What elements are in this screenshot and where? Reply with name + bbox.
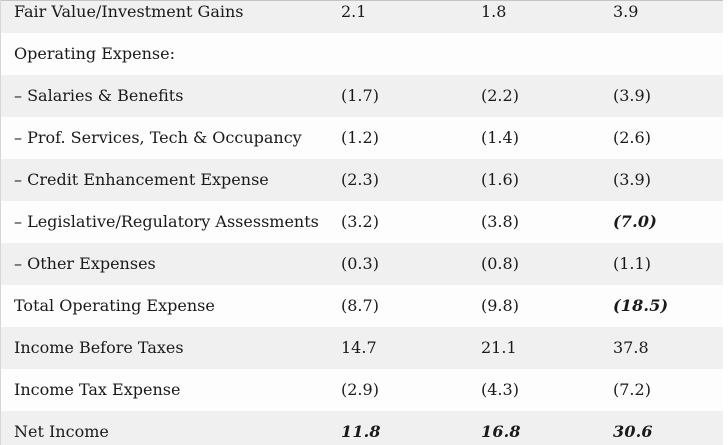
value-cell-col1: (8.7) [341,296,379,316]
value-cell-col2: (3.8) [481,212,519,232]
table-top-border [0,0,723,1]
row-label: – Other Expenses [14,254,156,274]
value-cell-col3: (3.9) [613,86,651,106]
value-cell-col2: 1.8 [481,2,507,22]
value-cell-col3: (2.6) [613,128,651,148]
row-label: Fair Value/Investment Gains [14,2,244,22]
value-cell-col2: (9.8) [481,296,519,316]
value-cell-col3: (7.2) [613,380,651,400]
value-cell-col3: (7.0) [613,212,657,232]
row-label: – Salaries & Benefits [14,86,184,106]
value-cell-col3: 37.8 [613,338,649,358]
table-row: – Credit Enhancement Expense (2.3) (1.6)… [1,159,723,201]
table-row: Income Before Taxes 14.7 21.1 37.8 [1,327,723,369]
value-cell-col1: 14.7 [341,338,377,358]
value-cell-col1: (2.3) [341,170,379,190]
row-label: Operating Expense: [14,44,175,64]
value-cell-col1: (2.9) [341,380,379,400]
value-cell-col3: 3.9 [613,2,639,22]
table-row: Income Tax Expense (2.9) (4.3) (7.2) [1,369,723,411]
row-label: – Credit Enhancement Expense [14,170,269,190]
value-cell-col2: 21.1 [481,338,517,358]
table-left-border [0,0,1,445]
value-cell-col1: (0.3) [341,254,379,274]
table-row: – Other Expenses (0.3) (0.8) (1.1) [1,243,723,285]
value-cell-col3: (18.5) [613,296,669,316]
row-label: – Legislative/Regulatory Assessments [14,212,319,232]
value-cell-col2: (2.2) [481,86,519,106]
table-row: Operating Expense: [1,33,723,75]
value-cell-col3: (1.1) [613,254,651,274]
value-cell-col1: (3.2) [341,212,379,232]
row-label: – Prof. Services, Tech & Occupancy [14,128,302,148]
value-cell-col3: 30.6 [613,422,653,442]
value-cell-col1: (1.2) [341,128,379,148]
value-cell-col2: (4.3) [481,380,519,400]
table-row: Net Income 11.8 16.8 30.6 [1,411,723,445]
table-row: Total Operating Expense (8.7) (9.8) (18.… [1,285,723,327]
table-row: – Salaries & Benefits (1.7) (2.2) (3.9) [1,75,723,117]
value-cell-col1: (1.7) [341,86,379,106]
table-row: Fair Value/Investment Gains 2.1 1.8 3.9 [1,0,723,33]
value-cell-col2: (0.8) [481,254,519,274]
value-cell-col2: (1.6) [481,170,519,190]
value-cell-col3: (3.9) [613,170,651,190]
row-label: Total Operating Expense [14,296,215,316]
row-label: Net Income [14,422,109,442]
value-cell-col1: 11.8 [341,422,381,442]
table-row: – Prof. Services, Tech & Occupancy (1.2)… [1,117,723,159]
value-cell-col1: 2.1 [341,2,367,22]
row-label: Income Tax Expense [14,380,181,400]
value-cell-col2: (1.4) [481,128,519,148]
table-row: – Legislative/Regulatory Assessments (3.… [1,201,723,243]
row-label: Income Before Taxes [14,338,184,358]
value-cell-col2: 16.8 [481,422,521,442]
